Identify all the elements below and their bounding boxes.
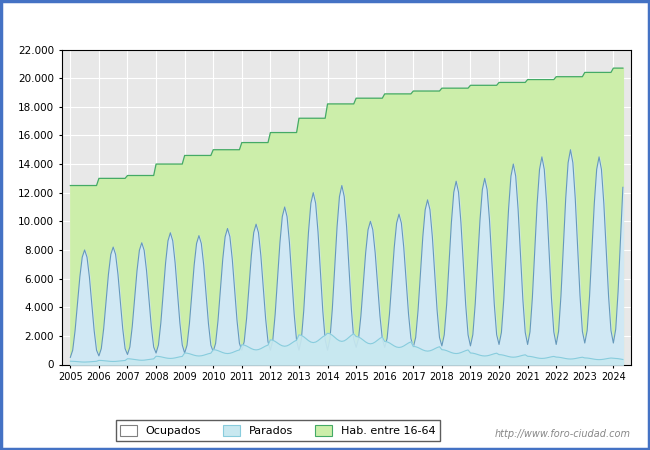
Text: Sant Josep de sa Talaia - Evolucion de la poblacion en edad de Trabajar Mayo de : Sant Josep de sa Talaia - Evolucion de l… [42, 15, 608, 28]
Text: http://www.foro-ciudad.com: http://www.foro-ciudad.com [495, 429, 630, 439]
Legend: Ocupados, Parados, Hab. entre 16-64: Ocupados, Parados, Hab. entre 16-64 [116, 420, 440, 441]
